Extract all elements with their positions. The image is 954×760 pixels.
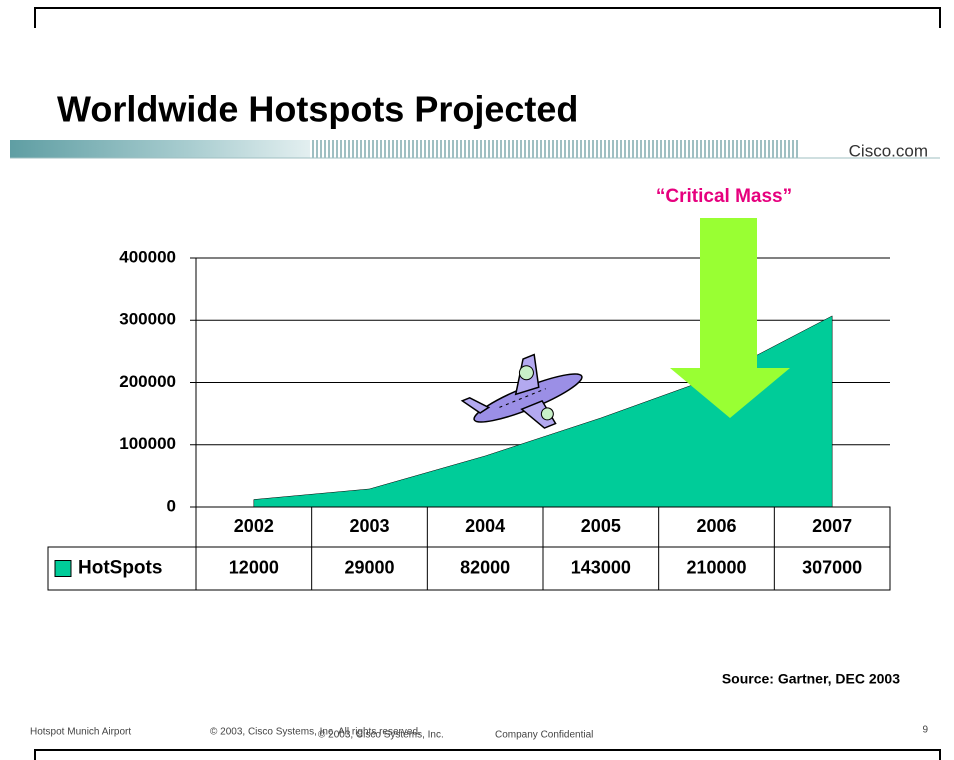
x-tick-label: 2002: [234, 516, 274, 536]
chart: 0 100000 200000 300000 400000 2002 2003 2004 200…: [47, 247, 891, 591]
y-tick-label: 0: [167, 496, 176, 515]
area: [253, 315, 833, 508]
x-tick-label: 2005: [581, 516, 621, 536]
x-tick-label: 2006: [696, 516, 736, 536]
footer-left: Hotspot Munich Airport: [30, 727, 131, 738]
data-label: 307000: [802, 557, 862, 577]
arrow: [670, 218, 790, 418]
legend-swatch: [54, 560, 72, 577]
y-tick-label: 300000: [119, 310, 176, 329]
footer-copyright-2: © 2003, Cisco Systems, Inc.: [318, 730, 444, 741]
y-tick-label: 400000: [119, 247, 176, 266]
source-note: Source: Gartner, DEC 2003: [722, 671, 900, 687]
page-number: 9: [922, 725, 928, 736]
header-stripes: [310, 140, 800, 158]
x-tick-label: 2007: [812, 516, 852, 536]
slide-title: Worldwide Hotspots Projected: [57, 89, 578, 130]
data-label: 143000: [571, 557, 631, 577]
data-label: 12000: [229, 557, 279, 577]
annotation: “Critical Mass”: [656, 186, 792, 207]
brand: Cisco.com: [849, 141, 928, 160]
x-tick-label: 2004: [465, 516, 505, 536]
header-band: [10, 140, 310, 158]
y-tick-label: 200000: [119, 372, 176, 391]
table-border: [47, 546, 891, 591]
data-label: 29000: [344, 557, 394, 577]
y-tick-label: 100000: [119, 434, 176, 453]
data-label: 210000: [686, 557, 746, 577]
footer-copyright: © 2003, Cisco Systems, Inc. All rights r…: [210, 727, 421, 738]
data-label: 82000: [460, 557, 510, 577]
footer-confidential: Company Confidential: [495, 730, 593, 741]
frame: [34, 7, 941, 760]
legend-label: HotSpots: [78, 558, 162, 579]
x-tick-label: 2003: [349, 516, 389, 536]
airplane-icon: [460, 353, 583, 429]
